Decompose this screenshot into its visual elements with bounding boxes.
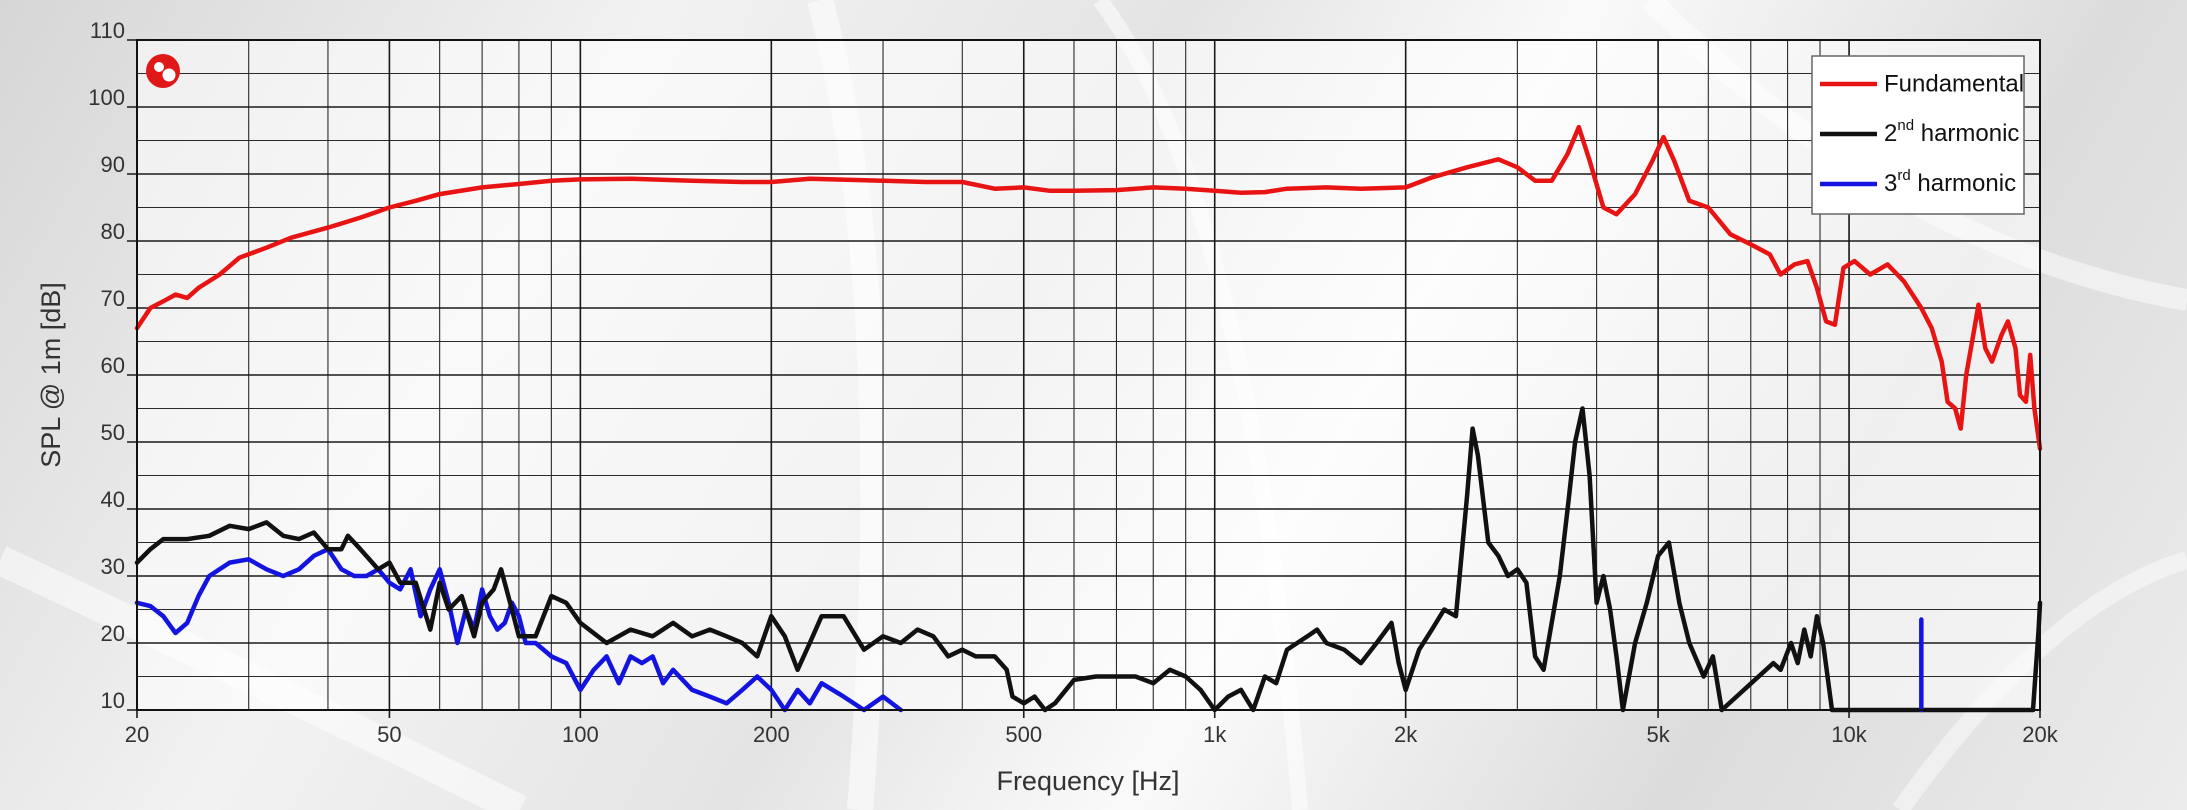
legend-label-fundamental: Fundamental bbox=[1884, 71, 2024, 98]
x-tick-label: 5k bbox=[1646, 722, 1670, 747]
y-tick-label: 40 bbox=[101, 487, 125, 512]
y-tick-label: 100 bbox=[88, 85, 125, 110]
y-tick-label: 70 bbox=[101, 286, 125, 311]
y-tick-label: 20 bbox=[101, 621, 125, 646]
legend-2nd-base: 2 bbox=[1884, 120, 1897, 147]
y-tick-label: 80 bbox=[101, 219, 125, 244]
y-tick-label: 60 bbox=[101, 353, 125, 378]
series-line-harmonic3 bbox=[134, 546, 904, 713]
brand-logo-icon bbox=[146, 54, 180, 88]
x-tick-label: 500 bbox=[1005, 722, 1042, 747]
legend-2nd-sup: nd bbox=[1897, 117, 1914, 134]
x-tick-label: 10k bbox=[1831, 722, 1867, 747]
x-axis-title: Frequency [Hz] bbox=[996, 766, 1179, 796]
y-tick-label: 110 bbox=[90, 18, 125, 43]
legend-label-3rd-harmonic: 3rd harmonic bbox=[1884, 167, 2016, 197]
y-tick-label: 30 bbox=[101, 554, 125, 579]
series-layer bbox=[134, 124, 2043, 713]
y-tick-label: 10 bbox=[101, 688, 125, 713]
legend-3rd-sup: rd bbox=[1897, 167, 1910, 184]
x-tick-label: 20 bbox=[125, 722, 149, 747]
plot-frame bbox=[136, 39, 2041, 711]
series-line-harmonic2 bbox=[134, 406, 2043, 713]
y-tick-labels: 10 20 30 40 50 60 70 80 90 100 110 bbox=[88, 18, 125, 713]
x-tick-label: 1k bbox=[1203, 722, 1227, 747]
legend-3rd-rest: harmonic bbox=[1911, 170, 2016, 197]
x-tick-label: 20k bbox=[2022, 722, 2058, 747]
x-tick-labels: 20 50 100 200 500 1k 2k 5k 10k 20k bbox=[125, 722, 2059, 747]
legend-label-2nd-harmonic: 2nd harmonic bbox=[1884, 117, 2019, 147]
x-tick-label: 50 bbox=[377, 722, 401, 747]
y-axis-title: SPL @ 1m [dB] bbox=[36, 282, 66, 467]
x-tick-label: 2k bbox=[1394, 722, 1418, 747]
x-tick-label: 100 bbox=[562, 722, 599, 747]
legend-2nd-rest: harmonic bbox=[1914, 120, 2019, 147]
legend-3rd-base: 3 bbox=[1884, 170, 1897, 197]
y-tick-label: 90 bbox=[101, 152, 125, 177]
x-tick-label: 200 bbox=[753, 722, 790, 747]
series-line-fundamental bbox=[134, 124, 2043, 451]
y-tick-label: 50 bbox=[101, 420, 125, 445]
legend: Fundamental 2nd harmonic 3rd harmonic bbox=[1811, 55, 2025, 215]
